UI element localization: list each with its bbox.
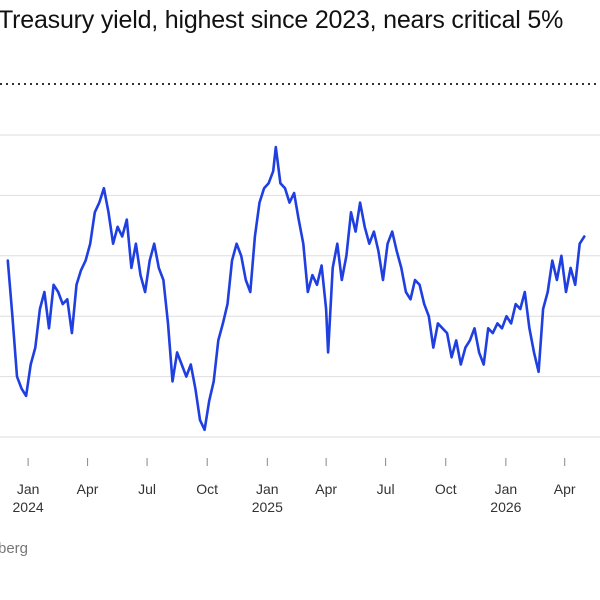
chart-title: Treasury yield, highest since 2023, near… [0,6,564,34]
x-tick-label-7: Oct [435,481,457,497]
gridlines [0,134,600,438]
x-tick-label-1: Apr [77,481,99,497]
x-tick-year-8: 2026 [490,499,521,515]
x-axis: Jan 2024 Apr Jul Oct Jan 2025 Apr Jul Oct Jan 2026 A… [13,458,576,515]
x-tick-year-0: 2024 [13,499,44,515]
x-tick-year-4: 2025 [252,499,283,515]
series-line-0 [6,145,586,432]
x-tick-label-6: Jul [377,481,395,497]
series-layer [6,145,586,432]
x-tick-label-3: Oct [196,481,218,497]
x-tick-label-2: Jul [138,481,156,497]
x-tick-label-0: Jan [17,481,40,497]
source-note: berg [0,540,29,557]
x-tick-label-9: Apr [554,481,576,497]
x-tick-label-5: Apr [315,481,337,497]
x-tick-label-4: Jan [256,481,279,497]
x-tick-label-8: Jan [495,481,518,497]
